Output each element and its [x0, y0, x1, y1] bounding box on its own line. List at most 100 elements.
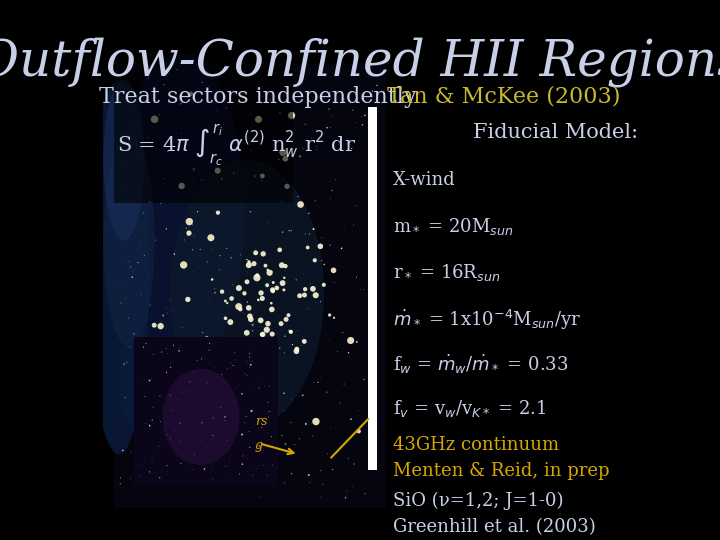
Point [207, 396, 219, 404]
Point [279, 406, 290, 415]
Point [190, 461, 202, 469]
Point [251, 464, 262, 473]
Point [262, 219, 274, 227]
Point [266, 305, 278, 314]
Point [226, 294, 238, 303]
Point [295, 96, 307, 104]
Point [138, 251, 150, 260]
Point [230, 384, 242, 393]
Ellipse shape [163, 369, 239, 465]
Point [286, 111, 297, 120]
Point [164, 391, 176, 400]
Point [145, 66, 156, 75]
Point [225, 464, 236, 473]
Point [286, 394, 297, 403]
Point [122, 257, 134, 266]
Point [247, 471, 258, 480]
Point [305, 420, 317, 428]
Point [133, 240, 145, 249]
Point [159, 325, 171, 333]
Point [369, 70, 380, 78]
Point [273, 449, 284, 457]
Point [279, 478, 290, 487]
Point [138, 443, 149, 451]
Point [209, 363, 220, 372]
Point [153, 442, 164, 450]
Point [317, 481, 328, 489]
Point [332, 347, 343, 356]
Point [114, 474, 126, 482]
Ellipse shape [88, 80, 150, 454]
Point [188, 396, 199, 404]
Point [338, 380, 350, 388]
Point [246, 348, 257, 356]
Point [254, 433, 266, 442]
Point [275, 319, 287, 328]
Point [207, 78, 218, 87]
Point [158, 80, 170, 89]
Point [253, 492, 265, 501]
Point [186, 267, 198, 276]
Point [229, 348, 240, 357]
Point [299, 337, 310, 346]
Point [121, 196, 132, 205]
Point [120, 294, 131, 302]
Point [125, 343, 137, 352]
Point [336, 244, 347, 253]
Point [164, 295, 176, 304]
Text: Outflow-Confined HII Regions: Outflow-Confined HII Regions [0, 37, 720, 87]
Point [247, 326, 258, 335]
Point [310, 99, 322, 107]
Point [201, 379, 212, 387]
Point [228, 340, 239, 348]
Point [260, 261, 271, 270]
Point [189, 172, 201, 181]
Point [364, 168, 376, 177]
Point [235, 305, 246, 314]
Point [229, 356, 240, 364]
Point [176, 323, 188, 332]
Point [236, 389, 248, 398]
Point [215, 433, 226, 441]
Point [141, 71, 153, 80]
Point [243, 363, 255, 372]
Point [270, 106, 282, 115]
Point [148, 321, 160, 329]
Point [261, 326, 273, 334]
Point [187, 368, 199, 377]
Point [253, 442, 265, 450]
Point [124, 118, 135, 127]
Point [220, 296, 231, 305]
Point [264, 407, 275, 416]
Point [199, 465, 210, 474]
Point [179, 235, 190, 244]
Point [285, 226, 297, 235]
Point [255, 316, 266, 325]
Point [144, 421, 156, 430]
Point [186, 82, 198, 90]
Point [282, 363, 293, 372]
Point [254, 461, 266, 470]
Point [260, 417, 271, 426]
Point [214, 266, 225, 274]
Point [228, 463, 240, 471]
Point [124, 107, 135, 116]
Point [165, 434, 176, 443]
Point [367, 87, 379, 96]
Point [176, 129, 187, 138]
Point [161, 225, 172, 233]
Point [225, 241, 237, 249]
Point [216, 174, 228, 183]
Point [162, 468, 174, 476]
Point [299, 291, 310, 299]
Point [193, 371, 204, 380]
Point [351, 338, 363, 346]
Point [340, 494, 351, 502]
Point [294, 200, 306, 209]
Point [274, 246, 285, 254]
Point [309, 256, 320, 265]
Point [322, 450, 333, 458]
Point [135, 471, 146, 480]
Point [285, 418, 297, 427]
Text: Fiducial Model:: Fiducial Model: [473, 123, 638, 142]
